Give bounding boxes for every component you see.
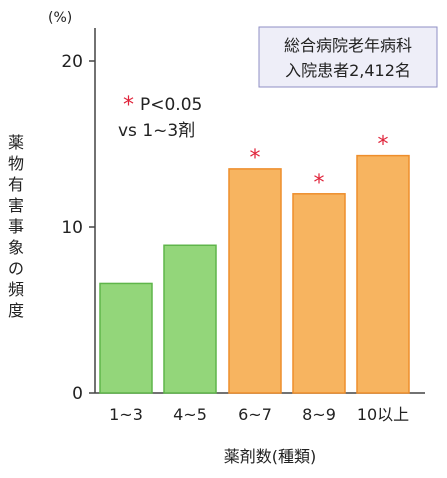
bar-5: [356, 154, 410, 394]
significance-stars: * * *: [250, 133, 389, 196]
significance-star: *: [250, 146, 261, 171]
y-ticks: 0 10 20: [61, 52, 95, 404]
x-axis-label: 薬剤数(種類): [224, 447, 317, 466]
x-ticks: 1~3 4~5 6~7 8~9 10以上: [109, 405, 409, 424]
y-axis-label-char: 象: [8, 238, 24, 257]
x-tick-label: 6~7: [238, 405, 272, 424]
y-axis-label-char: 物: [8, 154, 24, 173]
y-axis-label-char: 害: [8, 196, 24, 215]
y-unit: (%): [48, 10, 72, 26]
y-axis-label-char: の: [8, 259, 24, 278]
info-box-frame: [258, 26, 438, 88]
bar-3: [228, 168, 282, 394]
bar-4: [292, 193, 346, 394]
y-axis-label-char: 事: [8, 217, 24, 236]
bar-1: [99, 282, 153, 394]
annotation-line-1: P<0.05: [140, 95, 202, 115]
y-axis-label-char: 頻: [8, 280, 24, 299]
info-line-1: 総合病院老年病科: [284, 36, 412, 55]
info-line-2: 入院患者2,412名: [285, 61, 411, 80]
x-tick-label: 4~5: [173, 405, 207, 424]
y-axis-label-char: 有: [8, 175, 24, 194]
y-axis-label-char: 薬: [8, 133, 24, 152]
annotation-line-2: vs 1~3剤: [118, 121, 195, 141]
significance-star: *: [314, 171, 325, 196]
x-tick-label: 8~9: [302, 405, 336, 424]
annotation-star: *: [123, 93, 134, 118]
bar-2: [163, 244, 217, 394]
y-tick-label: 10: [61, 218, 83, 238]
y-tick-label: 20: [61, 52, 83, 72]
x-tick-label: 1~3: [109, 405, 143, 424]
y-axis-label-char: 度: [8, 301, 24, 320]
x-tick-label: 10以上: [357, 405, 409, 424]
info-box: 総合病院老年病科 入院患者2,412名: [258, 26, 438, 88]
significance-star: *: [378, 133, 389, 158]
annotation: * P<0.05 vs 1~3剤: [118, 93, 202, 141]
bars: [99, 154, 410, 394]
y-tick-label: 0: [72, 384, 83, 404]
